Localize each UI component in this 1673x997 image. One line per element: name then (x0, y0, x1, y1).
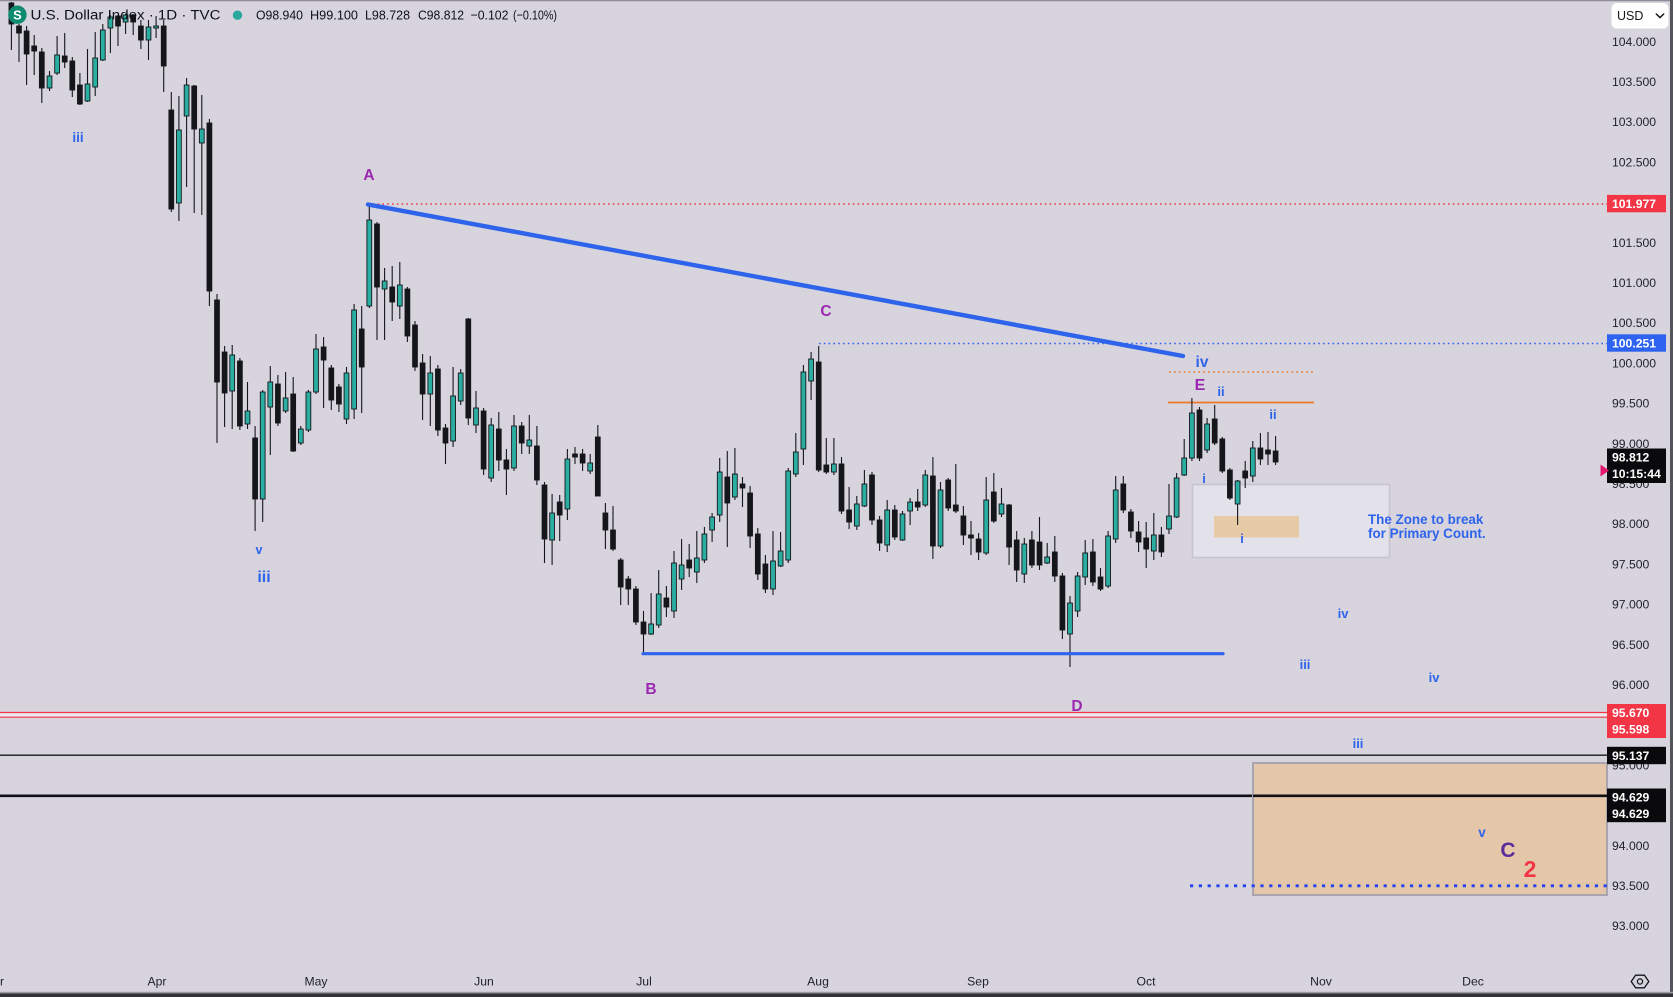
svg-text:95.670: 95.670 (1612, 706, 1649, 720)
svg-text:iv: iv (1196, 354, 1209, 371)
svg-text:O98.940: O98.940 (256, 8, 303, 23)
svg-text:96.500: 96.500 (1612, 638, 1649, 652)
svg-text:Jul: Jul (636, 975, 652, 989)
svg-text:H99.100: H99.100 (310, 8, 358, 23)
svg-text:U.S. Dollar Index · 1D · TVC: U.S. Dollar Index · 1D · TVC (31, 8, 221, 23)
svg-text:C: C (1500, 839, 1515, 862)
svg-text:E: E (1195, 377, 1206, 394)
svg-text:94.629: 94.629 (1612, 791, 1649, 805)
svg-text:r: r (0, 975, 4, 989)
svg-text:B: B (645, 681, 656, 698)
svg-text:104.000: 104.000 (1612, 35, 1656, 49)
svg-text:100.500: 100.500 (1612, 316, 1656, 330)
svg-text:The Zone to break: The Zone to break (1368, 512, 1484, 527)
svg-text:101.500: 101.500 (1612, 236, 1656, 250)
svg-text:93.500: 93.500 (1612, 879, 1649, 893)
svg-text:10:15:44: 10:15:44 (1612, 467, 1661, 481)
svg-text:99.000: 99.000 (1612, 437, 1649, 451)
svg-text:iv: iv (1429, 670, 1441, 685)
svg-text:94.629: 94.629 (1612, 807, 1649, 821)
svg-text:Nov: Nov (1310, 975, 1333, 989)
svg-text:100.251: 100.251 (1612, 336, 1656, 350)
svg-text:v: v (1478, 825, 1486, 840)
svg-text:iii: iii (72, 130, 83, 145)
svg-text:D: D (1071, 698, 1082, 715)
svg-text:Apr: Apr (148, 975, 167, 989)
svg-text:(−0.10%): (−0.10%) (513, 8, 557, 23)
svg-text:iii: iii (1300, 657, 1311, 672)
svg-text:103.000: 103.000 (1612, 115, 1656, 129)
svg-text:97.500: 97.500 (1612, 557, 1649, 571)
svg-text:Jun: Jun (474, 975, 494, 989)
svg-text:100.000: 100.000 (1612, 356, 1656, 370)
svg-text:for Primary Count.: for Primary Count. (1368, 526, 1486, 541)
svg-text:−0.102: −0.102 (471, 8, 509, 23)
svg-text:USD: USD (1617, 9, 1643, 23)
svg-text:May: May (304, 975, 328, 989)
svg-text:98.812: 98.812 (1612, 451, 1649, 465)
svg-text:2: 2 (1524, 856, 1537, 882)
svg-text:99.500: 99.500 (1612, 397, 1649, 411)
svg-text:93.000: 93.000 (1612, 919, 1649, 933)
svg-text:101.000: 101.000 (1612, 276, 1656, 290)
svg-text:S: S (13, 7, 22, 22)
svg-text:Sep: Sep (967, 975, 989, 989)
svg-text:98.000: 98.000 (1612, 517, 1649, 531)
svg-text:95.137: 95.137 (1612, 749, 1649, 763)
svg-text:96.000: 96.000 (1612, 678, 1649, 692)
svg-text:iii: iii (1353, 736, 1364, 751)
svg-text:i: i (1202, 471, 1206, 486)
svg-text:iii: iii (257, 569, 270, 586)
svg-text:C98.812: C98.812 (418, 8, 464, 23)
svg-text:103.500: 103.500 (1612, 75, 1656, 89)
svg-text:i: i (1240, 531, 1244, 546)
svg-text:Dec: Dec (1462, 975, 1484, 989)
svg-text:iv: iv (1338, 606, 1350, 621)
svg-text:ii: ii (1269, 407, 1276, 422)
svg-text:94.000: 94.000 (1612, 839, 1649, 853)
svg-text:L98.728: L98.728 (365, 8, 410, 23)
svg-text:97.000: 97.000 (1612, 598, 1649, 612)
svg-text:102.500: 102.500 (1612, 155, 1656, 169)
svg-text:A: A (363, 167, 374, 184)
svg-text:101.977: 101.977 (1612, 197, 1656, 211)
svg-text:Aug: Aug (807, 975, 829, 989)
svg-text:C: C (820, 303, 831, 320)
svg-text:ii: ii (1217, 384, 1224, 399)
svg-text:v: v (256, 543, 263, 557)
svg-text:Oct: Oct (1137, 975, 1157, 989)
svg-text:95.598: 95.598 (1612, 723, 1649, 737)
